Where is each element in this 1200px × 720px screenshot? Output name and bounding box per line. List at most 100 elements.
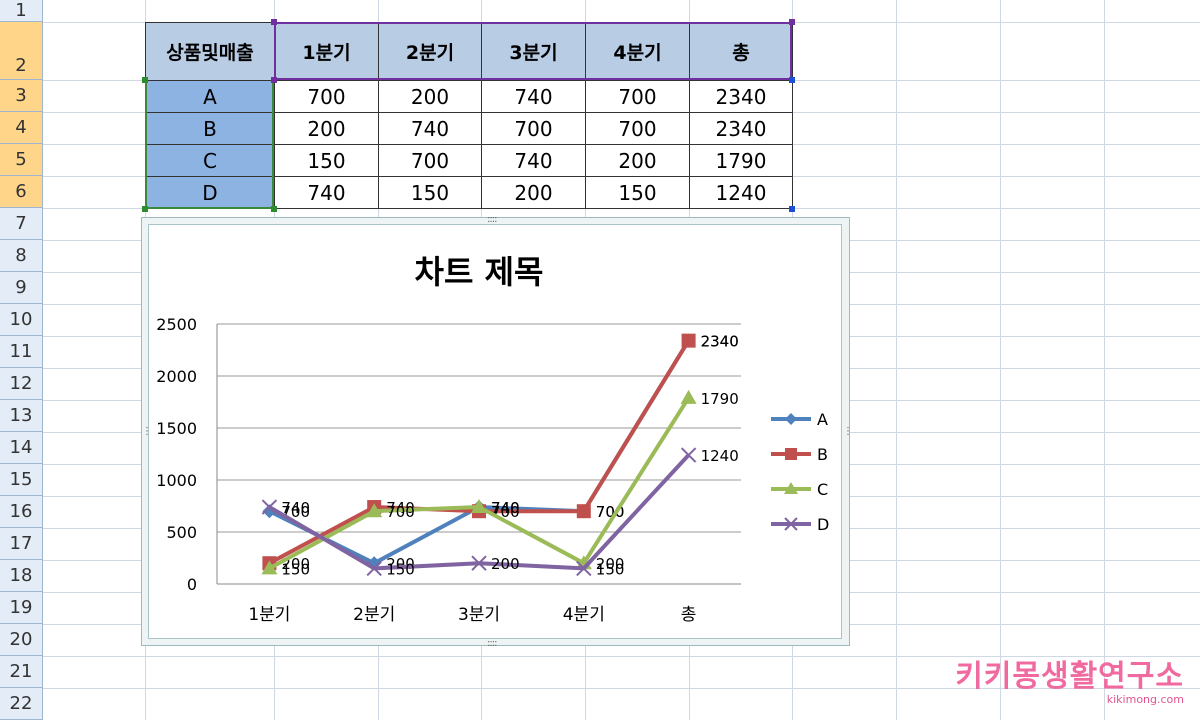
row-label-cell[interactable]: A xyxy=(145,80,275,113)
value-cell[interactable]: 1240 xyxy=(689,176,793,209)
header-cell[interactable]: 1분기 xyxy=(274,22,379,81)
x-tick-label: 2분기 xyxy=(353,605,395,625)
row-number[interactable]: 20 xyxy=(0,624,42,656)
row-number[interactable]: 10 xyxy=(0,304,42,336)
value-cell[interactable]: 150 xyxy=(378,176,482,209)
data-point xyxy=(261,499,278,515)
value-cell[interactable]: 200 xyxy=(481,176,586,209)
row-number[interactable]: 6 xyxy=(0,176,42,208)
header-cell[interactable]: 상품및매출 xyxy=(145,22,275,81)
row-number[interactable]: 1 xyxy=(0,0,42,22)
row-number[interactable]: 5 xyxy=(0,144,42,176)
row-number[interactable]: 22 xyxy=(0,688,42,720)
row-number[interactable]: 21 xyxy=(0,656,42,688)
row-number[interactable]: 7 xyxy=(0,208,42,240)
data-label: 200 xyxy=(596,555,625,573)
selection-handle[interactable] xyxy=(271,19,277,25)
value-cell[interactable]: 200 xyxy=(274,112,379,145)
row-number[interactable]: 2 xyxy=(0,22,42,80)
selection-handle[interactable] xyxy=(142,77,148,83)
legend-marker xyxy=(785,448,797,460)
watermark: 키키몽생활연구소 kikimong.com xyxy=(955,651,1184,706)
row-label-cell[interactable]: D xyxy=(145,176,275,209)
value-cell[interactable]: 740 xyxy=(481,80,586,113)
data-label: 1790 xyxy=(701,390,739,408)
data-label: 740 xyxy=(281,499,310,517)
value-cell[interactable]: 150 xyxy=(585,176,690,209)
resize-grip-bottom[interactable]: :::: xyxy=(487,638,498,649)
y-tick-label: 0 xyxy=(187,575,197,594)
header-cell[interactable]: 2분기 xyxy=(378,22,482,81)
value-cell[interactable]: 700 xyxy=(274,80,379,113)
resize-grip-left[interactable]: ⋮ xyxy=(142,426,152,437)
value-cell[interactable]: 2340 xyxy=(689,112,793,145)
y-tick-label: 1000 xyxy=(156,471,197,490)
value-cell[interactable]: 740 xyxy=(378,112,482,145)
row-number[interactable]: 9 xyxy=(0,272,42,304)
data-point xyxy=(471,555,487,571)
data-point xyxy=(576,560,592,577)
row-number[interactable]: 12 xyxy=(0,368,42,400)
category-selection xyxy=(145,80,274,209)
data-label: 150 xyxy=(386,560,415,578)
selection-handle[interactable] xyxy=(142,206,148,212)
value-cell[interactable]: 200 xyxy=(378,80,482,113)
data-table: 상품및매출 1분기 2분기 3분기 4분기 총 A 700 200 740 70… xyxy=(145,22,793,209)
legend-label: B xyxy=(817,445,828,464)
row-number[interactable]: 3 xyxy=(0,80,42,112)
data-point xyxy=(680,447,697,463)
header-cell[interactable]: 총 xyxy=(689,22,793,81)
legend-label: D xyxy=(817,515,829,534)
row-label-cell[interactable]: C xyxy=(145,144,275,177)
legend-label: A xyxy=(817,410,828,429)
resize-grip-right[interactable]: ⋮ xyxy=(843,426,853,437)
row-number[interactable]: 14 xyxy=(0,432,42,464)
legend-marker xyxy=(784,517,798,531)
value-cell[interactable]: 700 xyxy=(585,80,690,113)
row-number[interactable]: 15 xyxy=(0,464,42,496)
value-cell[interactable]: 740 xyxy=(481,144,586,177)
row-number[interactable]: 11 xyxy=(0,336,42,368)
selection-handle[interactable] xyxy=(271,77,277,83)
value-cell[interactable]: 1790 xyxy=(689,144,793,177)
row-number[interactable]: 8 xyxy=(0,240,42,272)
data-point xyxy=(681,333,696,348)
row-number[interactable]: 18 xyxy=(0,560,42,592)
table-row: D 740 150 200 150 1240 xyxy=(145,176,793,209)
chart-title: 차트 제목 xyxy=(415,253,544,291)
data-label: 150 xyxy=(281,560,310,578)
x-tick-label: 4분기 xyxy=(563,605,605,625)
selection-handle[interactable] xyxy=(271,206,277,212)
row-number[interactable]: 17 xyxy=(0,528,42,560)
watermark-url: kikimong.com xyxy=(1106,693,1184,706)
header-cell[interactable]: 3분기 xyxy=(481,22,586,81)
y-tick-label: 1500 xyxy=(156,419,197,438)
selection-handle[interactable] xyxy=(789,206,795,212)
row-number[interactable]: 16 xyxy=(0,496,42,528)
row-number[interactable]: 4 xyxy=(0,112,42,144)
data-point xyxy=(366,560,382,577)
data-point xyxy=(680,389,697,404)
resize-grip-top[interactable]: :::: xyxy=(487,214,498,225)
row-label-cell[interactable]: B xyxy=(145,112,275,145)
data-label: 2340 xyxy=(701,333,739,351)
data-label: 700 xyxy=(386,503,415,521)
value-cell[interactable]: 700 xyxy=(585,112,690,145)
x-tick-label: 총 xyxy=(681,605,697,625)
line-chart[interactable]: 차트 제목 0 500 1000 1500 2000 2500 1분기 2분기 3분기 4분기 총 70… xyxy=(149,225,841,638)
y-tick-label: 2500 xyxy=(156,315,197,334)
value-cell[interactable]: 200 xyxy=(585,144,690,177)
value-cell[interactable]: 700 xyxy=(481,112,586,145)
chart-area[interactable]: 차트 제목 0 500 1000 1500 2000 2500 1분기 2분기 3분기 4분기 총 70… xyxy=(148,224,842,639)
value-cell[interactable]: 700 xyxy=(378,144,482,177)
row-number[interactable]: 19 xyxy=(0,592,42,624)
row-number[interactable]: 13 xyxy=(0,400,42,432)
value-cell[interactable]: 740 xyxy=(274,176,379,209)
value-cell[interactable]: 2340 xyxy=(689,80,793,113)
selection-handle[interactable] xyxy=(789,19,795,25)
data-label: 740 xyxy=(491,499,520,517)
header-cell[interactable]: 4분기 xyxy=(585,22,690,81)
data-label: 2340 xyxy=(701,333,739,351)
selection-handle[interactable] xyxy=(789,77,795,83)
value-cell[interactable]: 150 xyxy=(274,144,379,177)
